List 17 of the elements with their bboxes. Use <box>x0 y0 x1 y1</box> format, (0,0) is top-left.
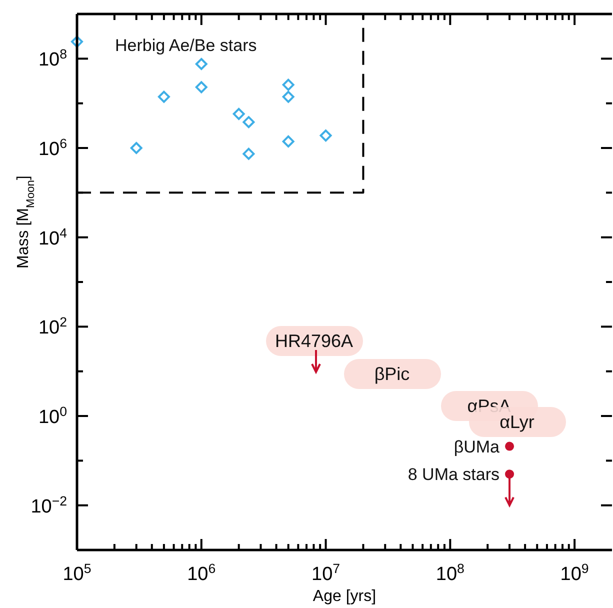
series-label: 8 UMa stars <box>408 465 500 484</box>
y-tick-label: 10$^{2}$ <box>38 314 67 339</box>
y-tick-label: 10$^{4}$ <box>38 224 67 250</box>
y-tick-label: 10$^{0}$ <box>38 404 67 428</box>
annotation: βPic <box>374 364 410 384</box>
y-tick-label: 10$^{8}$ <box>38 46 67 71</box>
annotation: Herbig Ae/Be stars <box>115 36 257 55</box>
series-label: βUMa <box>454 437 500 456</box>
annotation: HR4796A <box>274 331 354 351</box>
x-tick-label: 10$^{5}$ <box>62 560 92 585</box>
y-tick-label: 10$^{6}$ <box>38 136 67 160</box>
x-axis-title: Age [yrs] <box>312 588 376 605</box>
x-tick-label: 10$^{8}$ <box>436 560 464 585</box>
x-tick-label: 10$^{6}$ <box>187 560 216 585</box>
x-tick-label: 10$^{7}$ <box>312 560 340 585</box>
x-tick-label: 10$^{9}$ <box>560 560 589 585</box>
y-tick-label: 10$^{−2}$ <box>30 492 67 518</box>
